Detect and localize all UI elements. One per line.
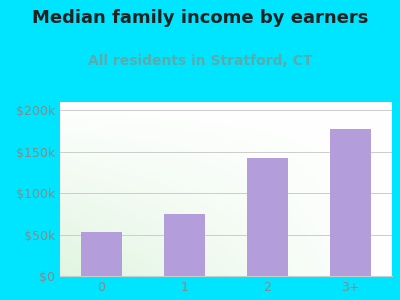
- Bar: [330, 128, 371, 276]
- Bar: [247, 158, 288, 276]
- Bar: [81, 232, 122, 276]
- Text: All residents in Stratford, CT: All residents in Stratford, CT: [88, 54, 312, 68]
- Bar: [164, 214, 205, 276]
- Text: Median family income by earners: Median family income by earners: [32, 9, 368, 27]
